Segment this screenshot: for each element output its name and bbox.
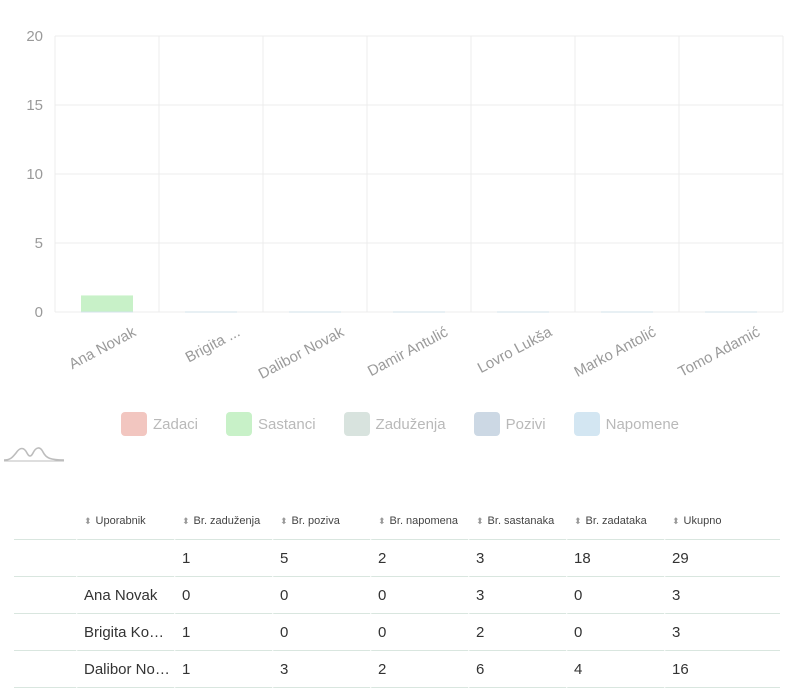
- table-row: Dalibor Novak 1 3 2 6 4 16: [14, 651, 780, 688]
- table-cell: 0: [272, 577, 370, 614]
- legend-label: Zaduženja: [375, 415, 446, 433]
- y-tick-label: 5: [35, 235, 43, 252]
- table-cell: 5: [272, 540, 370, 577]
- bar-napomene[interactable]: [185, 311, 237, 313]
- table-cell: [76, 540, 174, 577]
- x-tick-label: Marko Antolić: [571, 323, 659, 381]
- sort-icon: ⬍: [84, 516, 92, 526]
- legend-label: Zadaci: [152, 415, 198, 433]
- table-cell: Ana Novak: [76, 577, 174, 614]
- legend-swatch: [120, 412, 147, 436]
- sort-icon: ⬍: [280, 516, 288, 526]
- table-cell: 2: [370, 540, 468, 577]
- table-cell: 0: [566, 577, 664, 614]
- table-cell: 3: [272, 651, 370, 688]
- x-tick-label: Lovro Lukša: [475, 323, 556, 377]
- x-tick-label: Damir Antulić: [365, 323, 451, 380]
- table-cell: 0: [566, 614, 664, 651]
- bar-sastanci[interactable]: [81, 295, 133, 312]
- stats-table: ⬍ Uporabnik ⬍ Br. zaduženja ⬍ Br. poziva ⬍ B…: [14, 503, 780, 688]
- column-header-meetings[interactable]: ⬍ Br. sastanaka: [468, 503, 566, 540]
- legend-label: Pozivi: [505, 415, 546, 433]
- legend-swatch: [573, 412, 600, 436]
- y-tick-label: 10: [26, 166, 43, 183]
- row-spacer: [14, 614, 76, 651]
- legend-item-zaduženja[interactable]: Zaduženja: [343, 412, 446, 436]
- sort-icon: ⬍: [378, 516, 386, 526]
- column-header-assignments[interactable]: ⬍ Br. zaduženja: [174, 503, 272, 540]
- bar-napomene[interactable]: [289, 311, 341, 313]
- y-tick-label: 20: [26, 28, 43, 45]
- table-cell: 3: [468, 540, 566, 577]
- bar-napomene[interactable]: [393, 311, 445, 313]
- sort-icon: ⬍: [182, 516, 190, 526]
- legend-label: Sastanci: [258, 415, 316, 433]
- brand-wave-icon: [3, 447, 65, 462]
- x-tick-label: Tomo Adamić: [675, 323, 763, 381]
- table-cell: 1: [174, 614, 272, 651]
- table-cell: 0: [370, 577, 468, 614]
- legend-swatch: [226, 412, 252, 436]
- legend-item-zadaci[interactable]: Zadaci: [120, 412, 198, 436]
- column-header-user[interactable]: ⬍ Uporabnik: [76, 503, 174, 540]
- table-cell: 3: [468, 577, 566, 614]
- table-cell: 4: [566, 651, 664, 688]
- table-cell: 3: [664, 577, 780, 614]
- table-header-row: ⬍ Uporabnik ⬍ Br. zaduženja ⬍ Br. poziva ⬍ B…: [14, 503, 780, 540]
- table-cell: 2: [468, 614, 566, 651]
- table-cell: 18: [566, 540, 664, 577]
- legend-item-sastanci[interactable]: Sastanci: [226, 412, 316, 436]
- legend-swatch: [473, 412, 500, 436]
- table-cell: 16: [664, 651, 780, 688]
- sort-icon: ⬍: [672, 516, 680, 526]
- y-tick-label: 0: [35, 304, 43, 321]
- table-cell: 2: [370, 651, 468, 688]
- legend-swatch: [343, 412, 370, 436]
- row-spacer: [14, 577, 76, 614]
- table-cell: 29: [664, 540, 780, 577]
- spacer-header: [14, 503, 76, 540]
- bar-napomene[interactable]: [81, 311, 133, 313]
- table-cell: 3: [664, 614, 780, 651]
- table-cell: Brigita Kovač: [76, 614, 174, 651]
- table-cell: 0: [174, 577, 272, 614]
- sort-icon: ⬍: [574, 516, 582, 526]
- row-spacer: [14, 540, 76, 577]
- bar-chart: 0 5 10 15 20 Ana Novak Brigita ... Dalibor Nov…: [26, 28, 784, 383]
- y-tick-label: 15: [26, 97, 43, 114]
- table-row: Brigita Kovač 1 0 0 2 0 3: [14, 614, 780, 651]
- table-cell: 0: [272, 614, 370, 651]
- table-row-totals: 1 5 2 3 18 29: [14, 540, 780, 577]
- chart-legend: Zadaci Sastanci Zaduženja Pozivi Napomene: [0, 412, 800, 436]
- x-tick-label: Dalibor Novak: [256, 323, 348, 382]
- y-axis: 0 5 10 15 20: [26, 28, 43, 321]
- bar-napomene[interactable]: [601, 311, 653, 313]
- legend-item-napomene[interactable]: Napomene: [573, 412, 680, 436]
- x-tick-label: Ana Novak: [66, 323, 139, 373]
- x-tick-label: Brigita ...: [183, 324, 243, 367]
- table-cell: Dalibor Novak: [76, 651, 174, 688]
- legend-label: Napomene: [605, 415, 680, 433]
- chart-grid: [54, 35, 784, 313]
- table-cell: 1: [174, 651, 272, 688]
- bar-napomene[interactable]: [705, 311, 757, 313]
- table-cell: 1: [174, 540, 272, 577]
- bar-napomene[interactable]: [497, 311, 549, 313]
- column-header-notes[interactable]: ⬍ Br. napomena: [370, 503, 468, 540]
- chart-bars: [81, 295, 757, 313]
- table-cell: 0: [370, 614, 468, 651]
- sort-icon: ⬍: [476, 516, 484, 526]
- table-row: Ana Novak 0 0 0 3 0 3: [14, 577, 780, 614]
- table-cell: 6: [468, 651, 566, 688]
- column-header-total[interactable]: ⬍ Ukupno: [664, 503, 780, 540]
- x-axis: Ana Novak Brigita ... Dalibor Novak Damir A…: [66, 323, 763, 383]
- legend-item-pozivi[interactable]: Pozivi: [473, 412, 546, 436]
- column-header-tasks[interactable]: ⬍ Br. zadataka: [566, 503, 664, 540]
- row-spacer: [14, 651, 76, 688]
- column-header-calls[interactable]: ⬍ Br. poziva: [272, 503, 370, 540]
